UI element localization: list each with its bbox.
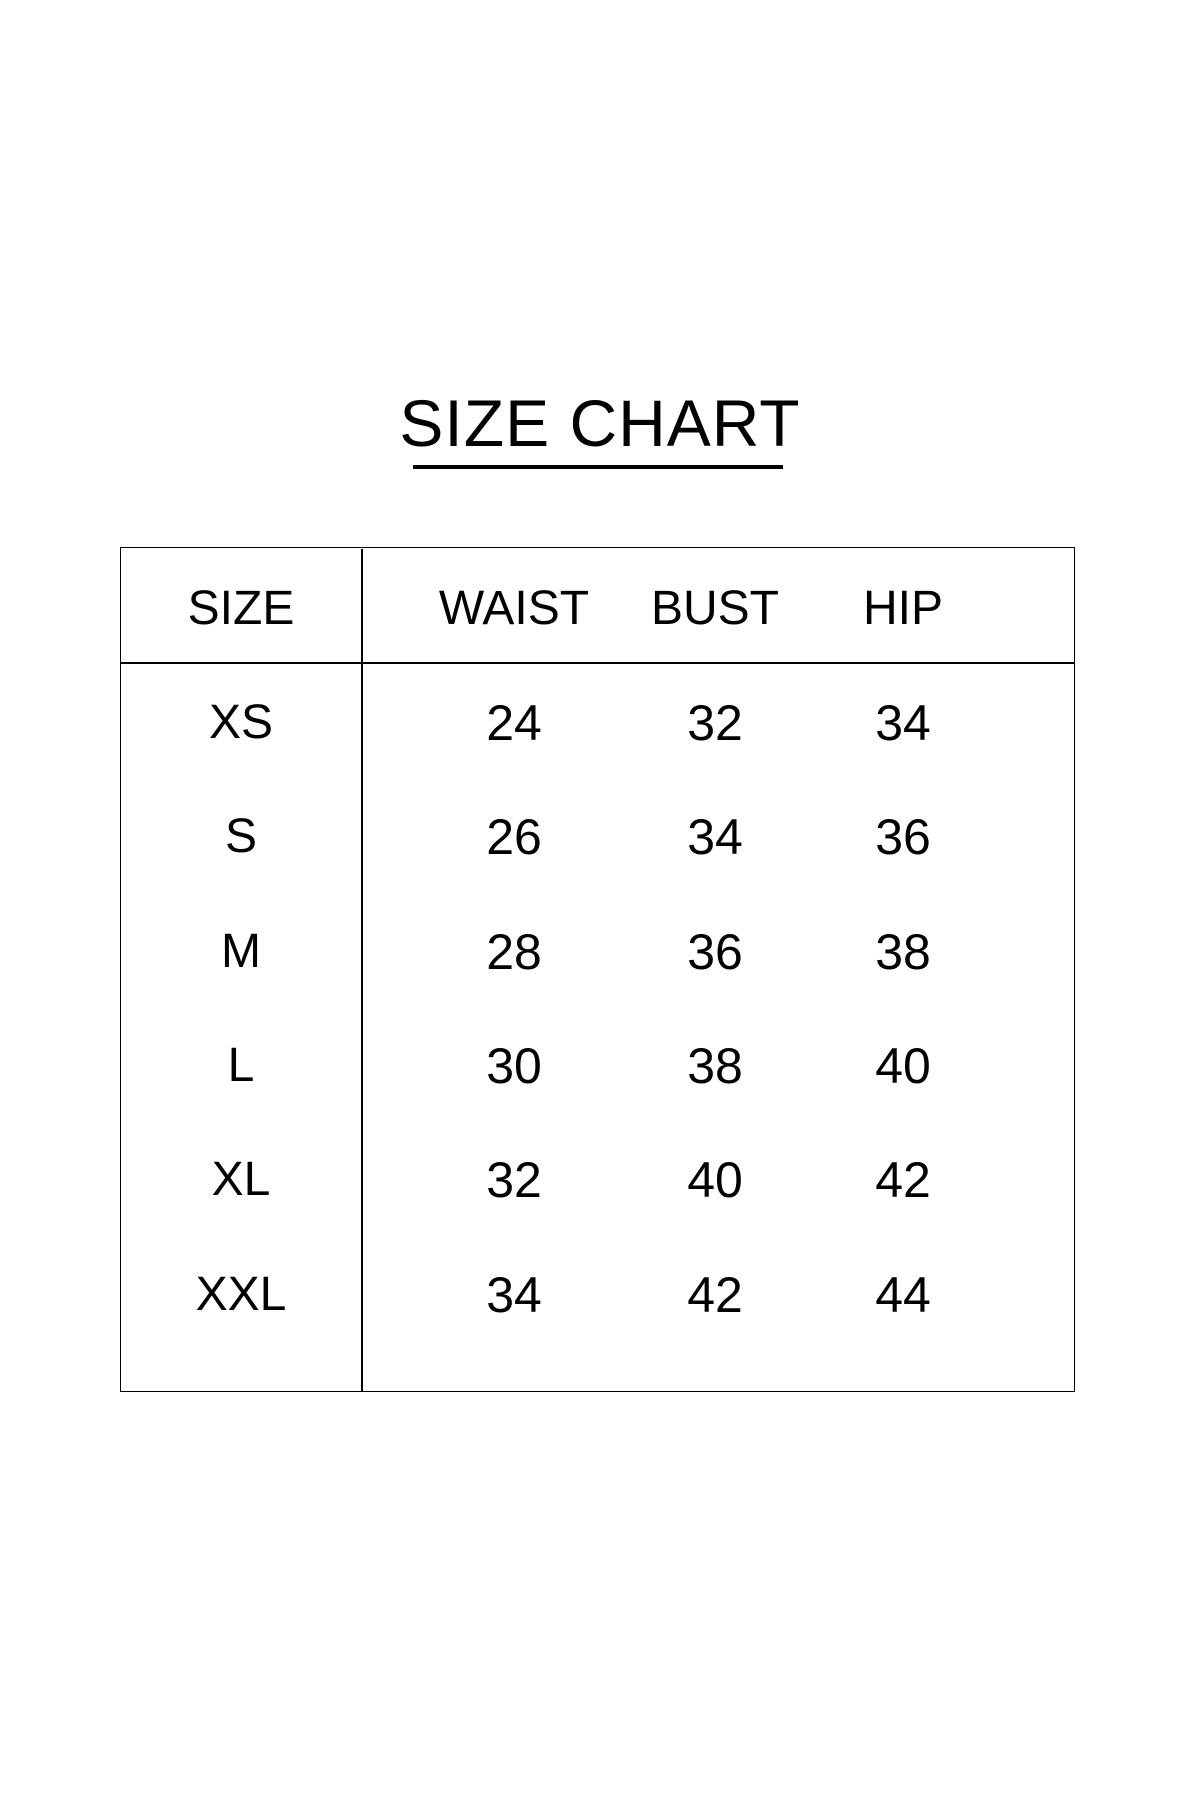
header-waist: WAIST (438, 582, 590, 635)
column-divider (361, 549, 363, 1392)
cell-waist: 26 (486, 809, 542, 866)
header-bust: BUST (650, 582, 779, 635)
cell-waist: 30 (486, 1037, 542, 1094)
title-underline (413, 465, 783, 469)
cell-bust: 40 (687, 1152, 743, 1209)
cell-hip: 42 (875, 1152, 931, 1209)
cell-size: M (221, 924, 261, 978)
page-title: SIZE CHART (399, 386, 801, 460)
cell-size: XL (211, 1153, 271, 1207)
cell-size: S (224, 810, 257, 864)
cell-hip: 44 (875, 1266, 931, 1323)
cell-bust: 38 (687, 1037, 743, 1094)
cell-bust: 32 (687, 695, 743, 751)
cell-bust: 34 (687, 809, 743, 866)
cell-bust: 42 (687, 1266, 743, 1323)
header-hip: HIP (862, 582, 943, 635)
cell-hip: 40 (875, 1037, 931, 1094)
cell-waist: 32 (486, 1152, 542, 1209)
cell-bust: 36 (687, 923, 743, 980)
cell-waist: 28 (486, 923, 542, 980)
header-size: SIZE (187, 582, 295, 635)
cell-size: XS (208, 696, 274, 749)
cell-size: L (227, 1038, 255, 1092)
cell-hip: 38 (875, 923, 931, 980)
cell-hip: 34 (875, 695, 931, 751)
cell-size: XXL (195, 1267, 287, 1321)
size-table (120, 547, 1075, 1392)
cell-waist: 24 (486, 695, 542, 751)
cell-waist: 34 (486, 1266, 542, 1323)
cell-hip: 36 (875, 809, 931, 866)
header-divider (120, 662, 1074, 664)
